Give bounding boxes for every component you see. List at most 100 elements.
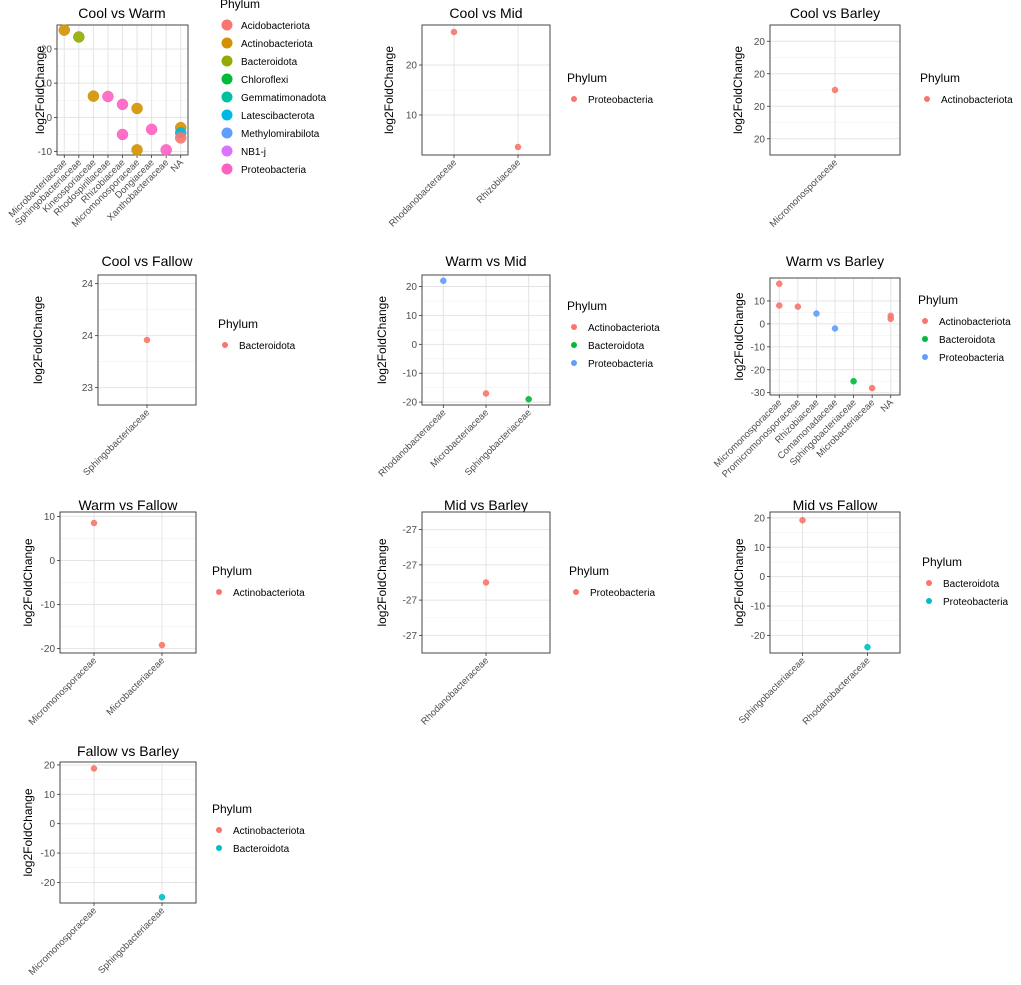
y-axis-label: log2FoldChange — [33, 46, 47, 134]
x-tick-label-rhodanobacteraceae: Rhodanobacteraceae — [419, 655, 491, 727]
legend-key-bacteroidota — [926, 580, 932, 586]
point-rhizobiaceae — [813, 310, 820, 317]
legend: Phylum Bacteroidota Proteobacteria — [922, 555, 1008, 608]
legend-key-bacteroidota — [571, 342, 577, 348]
panel-cool-vs-mid: Cool vs Mid 10 20 Rhodanobacteraceae Rhizobi… — [382, 5, 653, 229]
point-sphingobacteriaceae — [850, 377, 857, 385]
chart-title: Cool vs Fallow — [101, 253, 193, 269]
y-tick-label: -10 — [41, 849, 56, 860]
legend-label-bacteroidota: Bacteroidota — [241, 57, 298, 68]
point-micromonosporaceae — [131, 102, 143, 115]
point-microbacteriaceae — [158, 641, 166, 649]
legend-label-gemmatimonadota: Gemmatimonadota — [241, 93, 326, 104]
y-tick-label: 20 — [754, 69, 766, 80]
y-tick-label: 0 — [46, 113, 52, 124]
point-micromonosporaceae — [776, 302, 783, 309]
legend-label-acidobacteriota: Acidobacteriota — [241, 21, 310, 32]
y-tick-label: -10 — [403, 369, 418, 380]
x-tick-label-na: NA — [879, 397, 897, 415]
legend-label-methylomirabilota: Methylomirabilota — [241, 129, 320, 140]
panel-border — [97, 274, 197, 406]
legend-key-actinobacteriota — [922, 318, 928, 324]
y-tick-label: 10 — [41, 79, 53, 90]
y-tick-label: 10 — [406, 111, 418, 122]
chart-title: Fallow vs Barley — [77, 743, 179, 759]
y-tick-label: 20 — [754, 513, 766, 524]
panel-cool-vs-warm: Cool vs Warm-1001020MicrobacteriaceaeSph… — [7, 0, 327, 230]
panel-border — [421, 274, 551, 406]
legend-key-gemmatimonadota — [221, 91, 233, 103]
y-tick-label: -27 — [403, 596, 418, 607]
legend-label-bacteroidota: Bacteroidota — [233, 844, 290, 855]
legend-title: Phylum — [569, 564, 609, 578]
panel-mid-vs-fallow: Mid vs Fallow -20 -10 0 10 20 Sphingobacteriac… — [732, 497, 1008, 727]
y-axis-label: log2FoldChange — [21, 538, 35, 626]
y-tick-label: 20 — [754, 102, 766, 113]
y-tick-label: -20 — [751, 631, 766, 642]
panel-border — [769, 277, 901, 396]
point-promicromonosporaceae — [794, 303, 802, 310]
legend-label-proteobacteria: Proteobacteria — [939, 353, 1004, 364]
panel-warm-vs-fallow: Warm vs Fallow -20 -10 0 10 Micromonosporacea… — [21, 497, 305, 728]
y-tick-label: 20 — [406, 61, 418, 72]
chart-title: Cool vs Barley — [790, 5, 880, 21]
chart-title: Cool vs Mid — [449, 5, 522, 21]
y-tick-label: 0 — [759, 319, 765, 330]
y-tick-label: -27 — [403, 631, 418, 642]
point-sphingobacteriaceae — [143, 336, 151, 344]
legend-label-bacteroidota: Bacteroidota — [588, 341, 645, 352]
legend-title: Phylum — [920, 71, 960, 85]
legend-key-proteobacteria — [926, 598, 932, 604]
legend-key-actinobacteriota — [216, 589, 222, 595]
legend: Phylum Actinobacteriota Bacteroidota Proteo… — [567, 299, 660, 370]
point-rhizobiaceae — [514, 143, 522, 151]
panel-warm-vs-mid: Warm vs Mid-20-1001020Rhodanobacteraceae… — [375, 253, 660, 479]
legend-label-proteobacteria: Proteobacteria — [943, 597, 1008, 608]
legend-title: Phylum — [918, 293, 958, 307]
y-tick-label: 0 — [411, 340, 417, 351]
legend-key-actinobacteriota — [924, 96, 930, 102]
y-tick-label: -20 — [41, 878, 56, 889]
y-tick-label: 10 — [44, 790, 56, 801]
chart-title: Warm vs Fallow — [78, 497, 178, 513]
legend: Phylum Proteobacteria — [567, 71, 653, 106]
x-tick-label-micromonosporaceae: Micromonosporaceae — [768, 157, 840, 229]
legend-label-bacteroidota: Bacteroidota — [943, 579, 1000, 590]
legend-title: Phylum — [218, 317, 258, 331]
y-tick-label: 20 — [754, 37, 766, 48]
point-comamonadaceae — [831, 325, 839, 332]
point-rhodospirillaceae — [102, 90, 114, 103]
y-tick-label: 0 — [49, 819, 55, 830]
legend-label-actinobacteriota: Actinobacteriota — [233, 588, 305, 599]
legend-key-methylomirabilota — [221, 127, 233, 139]
panel-fallow-vs-barley: Fallow vs Barley -20 -10 0 10 20 Micromonospor… — [21, 743, 305, 978]
chart-title: Mid vs Fallow — [793, 497, 879, 513]
y-tick-label: -10 — [751, 602, 766, 613]
legend-key-actinobacteriota — [216, 827, 222, 833]
y-tick-label: -30 — [751, 388, 766, 399]
panel-border — [769, 24, 901, 156]
point-rhizobiaceae — [116, 128, 129, 141]
legend: Phylum Actinobacteriota Bacteroidota — [212, 802, 305, 855]
y-axis-label: log2FoldChange — [375, 296, 389, 384]
panel-border — [421, 24, 551, 156]
legend-key-proteobacteria — [573, 589, 579, 595]
legend-label-proteobacteria: Proteobacteria — [588, 95, 653, 106]
point-microbacteriaceae — [58, 24, 71, 36]
panel-border — [59, 761, 197, 904]
legend-key-bacteroidota — [216, 845, 222, 851]
panel-border — [421, 511, 551, 654]
legend-key-latescibacterota — [221, 109, 233, 121]
y-tick-label: -10 — [38, 147, 53, 158]
legend: Phylum Bacteroidota — [218, 317, 296, 352]
point-rhizobiaceae — [116, 98, 129, 111]
panel-background — [60, 762, 196, 903]
legend-label-bacteroidota: Bacteroidota — [239, 341, 296, 352]
y-tick-label: -27 — [403, 560, 418, 571]
x-tick-label-rhodanobacteraceae: Rhodanobacteraceae — [387, 157, 459, 229]
legend-label-proteobacteria: Proteobacteria — [588, 359, 653, 370]
legend-label-actinobacteriota: Actinobacteriota — [233, 826, 305, 837]
legend: Phylum Actinobacteriota — [212, 564, 305, 599]
legend: Phylum Proteobacteria — [569, 564, 655, 599]
point-microbacteriaceae — [482, 390, 490, 397]
